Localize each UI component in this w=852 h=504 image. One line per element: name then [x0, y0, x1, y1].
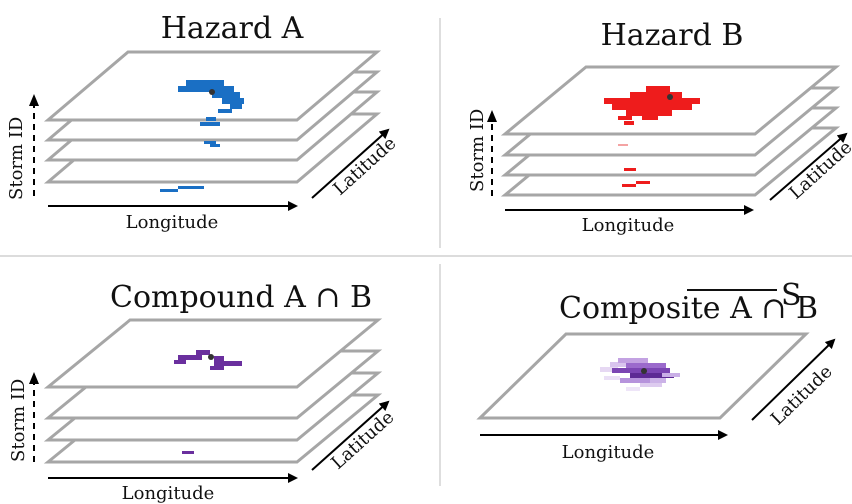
composite-footprint	[600, 358, 680, 391]
longitude-axis-label: Longitude	[582, 215, 675, 236]
panel-title: Compound A ∩ B	[110, 280, 372, 315]
storm-id-arrowhead	[487, 110, 497, 122]
longitude-axis-label: Longitude	[126, 212, 219, 233]
panel-title: Composite A ∩ B	[559, 291, 818, 326]
storm-center-dot	[208, 354, 214, 360]
latitude-axis	[751, 338, 836, 421]
panel-title: Hazard B	[601, 18, 744, 53]
storm-layer-stack	[500, 65, 841, 197]
storm-center-dot	[667, 94, 673, 100]
panel-hazard-a: Hazard A Storm ID	[6, 11, 400, 233]
composite-title-overlined: A ∩ B	[729, 291, 818, 326]
latitude-axis	[311, 400, 390, 471]
storm-center-dot	[641, 368, 647, 374]
hazard-a-footprint	[160, 80, 244, 192]
longitude-axis-label: Longitude	[122, 483, 215, 504]
storm-id-axis-label: Storm ID	[8, 379, 29, 462]
latitude-axis	[311, 128, 390, 199]
storm-id-arrowhead	[29, 372, 39, 384]
latitude-axis	[769, 132, 848, 201]
hazard-b-footprint	[604, 86, 700, 187]
storm-center-dot	[209, 89, 215, 95]
panel-hazard-b: Hazard B Storm ID Longitude	[467, 18, 852, 236]
storm-layer-1	[43, 318, 383, 389]
storm-id-arrowhead	[29, 94, 39, 106]
storm-id-axis-label: Storm ID	[6, 117, 27, 200]
composite-title-prefix: Composite	[559, 291, 730, 326]
composite-title-superscript: S	[781, 278, 802, 313]
storm-layer-stack	[43, 318, 383, 464]
longitude-axis-label: Longitude	[562, 442, 655, 463]
storm-id-axis-label: Storm ID	[467, 109, 488, 192]
compound-footprint	[174, 350, 242, 454]
panel-title: Hazard A	[161, 11, 304, 46]
panel-compound: Compound A ∩ B Storm ID Longitude Latitu…	[8, 280, 398, 504]
panel-composite: Composite A ∩ B S Longitude Latitude	[476, 278, 837, 463]
